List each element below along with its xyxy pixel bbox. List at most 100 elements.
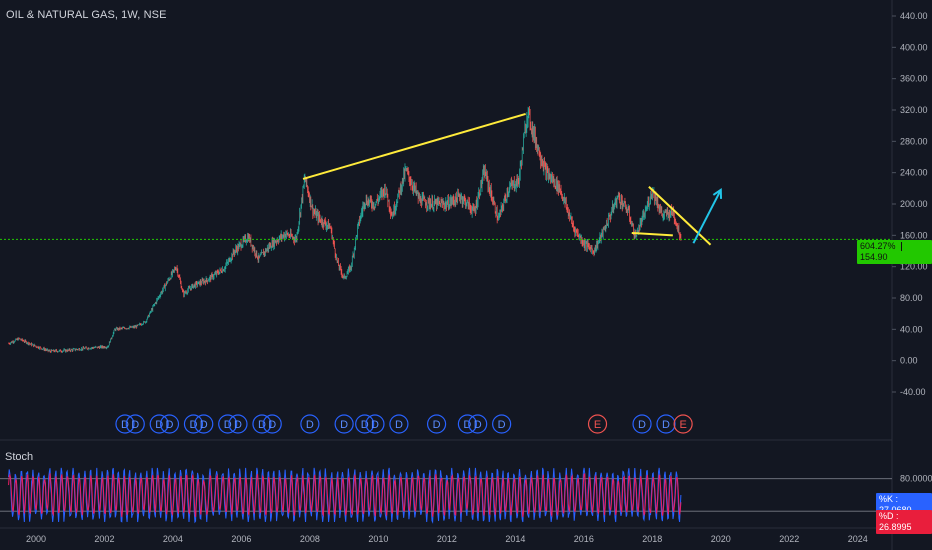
y-tick-label: 160.00 [900, 230, 928, 240]
event-marker-circle [389, 414, 409, 434]
stochastic-pane: 80.000040.0000 [0, 467, 932, 524]
event-marker-label: D [371, 419, 379, 431]
event-marker-label: D [433, 419, 441, 431]
event-marker-circle [426, 414, 447, 434]
event-marker-label: E [679, 419, 686, 431]
event-marker-label: D [638, 419, 646, 431]
price-series [8, 105, 682, 353]
stoch-tick-label: 80.0000 [900, 474, 932, 484]
forecast-arrow [692, 189, 722, 244]
event-marker-circle [115, 414, 135, 434]
event-marker[interactable]: D [300, 414, 320, 434]
trendline [648, 186, 712, 246]
x-tick-label: 2014 [505, 534, 525, 544]
event-marker-circle [194, 414, 214, 434]
y-tick-label: 400.00 [900, 42, 928, 52]
event-marker[interactable]: D [262, 414, 282, 434]
event-marker[interactable]: D [355, 414, 375, 434]
event-marker-circle [355, 414, 375, 434]
indicator-label[interactable]: Stoch [5, 451, 34, 463]
event-marker[interactable]: E [587, 414, 608, 434]
event-marker[interactable]: D [468, 414, 488, 434]
x-tick-label: 2004 [163, 534, 183, 544]
event-marker[interactable]: D [334, 414, 354, 434]
last-price: 154.90 [860, 252, 888, 262]
event-marker-label: D [395, 419, 403, 431]
event-marker[interactable]: D [115, 414, 135, 434]
event-marker-label: D [131, 419, 139, 431]
x-tick-label: 2012 [437, 534, 457, 544]
x-tick-label: 2016 [574, 534, 594, 544]
y-tick-label: 440.00 [900, 11, 928, 21]
event-marker-circle [149, 414, 169, 434]
event-marker-circle [228, 414, 248, 434]
event-marker-label: D [463, 419, 471, 431]
event-marker-circle [632, 414, 652, 434]
event-marker-label: D [224, 419, 232, 431]
event-marker[interactable]: D [194, 414, 214, 434]
event-marker-label: D [268, 419, 276, 431]
x-tick-label: 2010 [368, 534, 388, 544]
event-marker[interactable]: D [632, 414, 652, 434]
event-marker[interactable]: D [457, 414, 478, 434]
event-marker[interactable]: D [228, 414, 248, 434]
event-marker-label: D [498, 419, 506, 431]
event-marker-label: D [200, 419, 208, 431]
y-tick-label: -40.00 [900, 387, 926, 397]
y-tick-label: 360.00 [900, 74, 928, 84]
event-marker-circle [673, 414, 693, 434]
stoch-d-line [8, 473, 682, 518]
event-marker-label: D [166, 419, 174, 431]
event-marker-circle [492, 414, 512, 434]
y-tick-label: 280.00 [900, 136, 928, 146]
event-marker[interactable]: D [252, 414, 272, 434]
y-tick-label: 200.00 [900, 199, 928, 209]
event-marker-circle [587, 414, 608, 434]
event-marker-label: D [662, 419, 670, 431]
y-tick-label: 40.00 [900, 324, 923, 334]
event-marker[interactable]: D [426, 414, 447, 434]
event-marker[interactable]: D [656, 414, 676, 434]
event-marker-label: D [474, 419, 482, 431]
x-tick-label: 2020 [711, 534, 731, 544]
event-marker-circle [365, 414, 385, 434]
event-marker-label: D [361, 419, 369, 431]
event-marker-circle [218, 414, 238, 434]
event-marker[interactable]: D [365, 414, 385, 434]
y-tick-label: 240.00 [900, 168, 928, 178]
y-tick-label: 320.00 [900, 105, 928, 115]
event-marker-circle [300, 414, 320, 434]
price-change: 604.27% [860, 241, 896, 251]
trendline [302, 112, 526, 180]
event-marker-circle [183, 414, 204, 434]
event-marker-label: D [189, 419, 197, 431]
event-marker-label: D [234, 419, 242, 431]
event-marker[interactable]: D [125, 414, 145, 434]
event-marker-circle [656, 414, 676, 434]
price-axis: 440.00 400.00 360.00 320.00 280.00 240.00 200.… [892, 11, 928, 397]
event-marker-label: E [594, 419, 601, 431]
x-tick-label: 2018 [642, 534, 662, 544]
event-marker[interactable]: D [149, 414, 169, 434]
event-marker[interactable]: D [159, 414, 180, 434]
event-marker-circle [252, 414, 272, 434]
event-marker[interactable]: E [673, 414, 693, 434]
event-marker[interactable]: D [183, 414, 204, 434]
event-marker-circle [125, 414, 145, 434]
event-marker-circle [334, 414, 354, 434]
event-marker-label: D [155, 419, 163, 431]
event-marker[interactable]: D [492, 414, 512, 434]
event-marker[interactable]: D [218, 414, 238, 434]
time-axis: 2000 2002 2004 2006 2008 2010 2012 2014 2016 2018… [26, 534, 868, 544]
event-marker[interactable]: D [389, 414, 409, 434]
x-tick-label: 2024 [848, 534, 868, 544]
event-marker-circle [262, 414, 282, 434]
event-marker-circle [457, 414, 478, 434]
y-tick-label: 120.00 [900, 262, 928, 272]
event-marker-label: D [258, 419, 266, 431]
chart-title: OIL & NATURAL GAS, 1W, NSE [6, 9, 167, 21]
x-tick-label: 2022 [779, 534, 799, 544]
annotations [0, 112, 892, 246]
